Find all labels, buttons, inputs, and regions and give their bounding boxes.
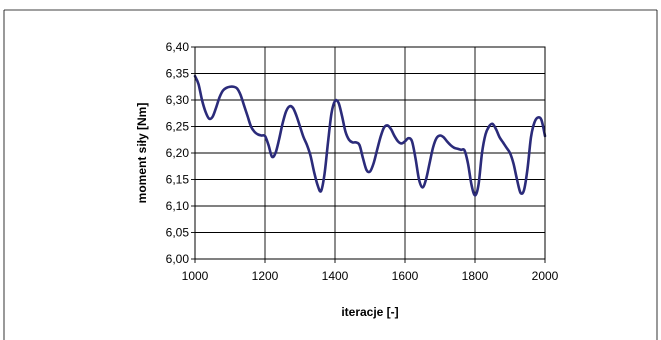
y-tick-label: 6,05 xyxy=(166,226,190,240)
y-tick-label: 6,35 xyxy=(166,67,190,81)
y-tick-label: 6,20 xyxy=(166,146,190,160)
y-tick-label: 6,10 xyxy=(166,199,190,213)
x-tick-label: 1600 xyxy=(392,269,419,283)
x-tick-label: 1800 xyxy=(462,269,489,283)
y-tick-label: 6,00 xyxy=(166,252,190,266)
x-axis-ticks: 1000 1200 1400 1600 1800 2000 xyxy=(182,259,559,283)
y-tick-label: 6,30 xyxy=(166,93,190,107)
series-line xyxy=(193,74,547,197)
y-tick-label: 6,15 xyxy=(166,173,190,187)
plot-frame xyxy=(194,46,546,260)
y-tick-label: 6,25 xyxy=(166,120,190,134)
x-axis-title: iteracje [-] xyxy=(341,305,398,319)
x-tick-label: 1400 xyxy=(322,269,349,283)
series-layer xyxy=(193,74,547,197)
y-axis-ticks: 6,00 6,05 6,10 6,15 6,20 6,25 6,30 6,35 6,40 xyxy=(166,40,195,266)
y-tick-label: 6,40 xyxy=(166,40,190,54)
x-tick-label: 2000 xyxy=(532,269,559,283)
y-axis-title: moment siły [Nm] xyxy=(135,103,149,204)
x-tick-label: 1200 xyxy=(252,269,279,283)
x-tick-label: 1000 xyxy=(182,269,209,283)
grid xyxy=(194,46,546,260)
